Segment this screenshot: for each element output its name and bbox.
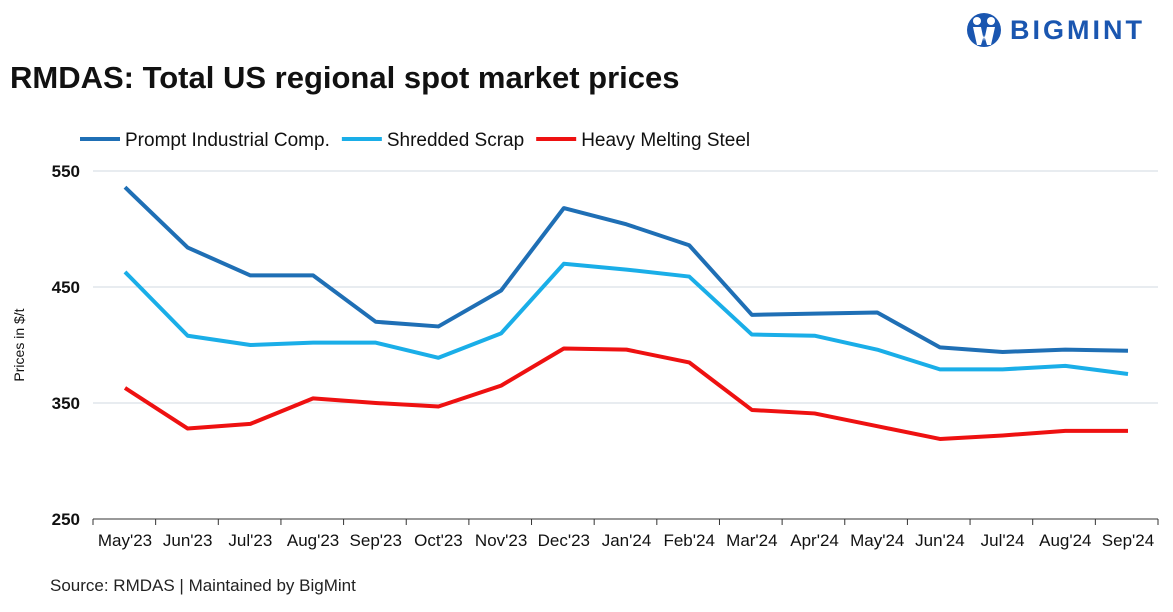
series-line [123, 185, 1129, 354]
x-tick-label: Sep'24 [1102, 531, 1154, 550]
x-tick-label: Jul'23 [228, 531, 272, 550]
series-line [123, 346, 1128, 441]
x-tick-label: May'23 [98, 531, 152, 550]
legend-label: Heavy Melting Steel [581, 130, 750, 151]
x-tick-label: Jan'24 [602, 531, 652, 550]
x-tick-label: Jul'24 [981, 531, 1025, 550]
x-tick-label: Feb'24 [663, 531, 714, 550]
x-tick-label: Nov'23 [475, 531, 527, 550]
logo: BIGMINT [966, 10, 1145, 50]
x-tick-label: Jun'24 [915, 531, 965, 550]
x-tick-label: Jun'23 [163, 531, 213, 550]
x-tick-label: Apr'24 [790, 531, 839, 550]
chart-title: RMDAS: Total US regional spot market pri… [10, 60, 680, 95]
x-tick-label: Aug'24 [1039, 531, 1091, 550]
x-tick-label: Mar'24 [726, 531, 777, 550]
y-axis-label: Prices in $/t [11, 308, 27, 381]
y-tick-label: 250 [52, 510, 80, 529]
y-tick-label: 450 [52, 278, 80, 297]
source-note: Source: RMDAS | Maintained by BigMint [50, 576, 356, 595]
series-line [123, 261, 1129, 376]
x-tick-label: Sep'23 [350, 531, 402, 550]
logo-text: BIGMINT [1010, 14, 1145, 45]
x-tick-label: May'24 [850, 531, 904, 550]
x-tick-label: Dec'23 [538, 531, 590, 550]
bigmint-logo-icon [967, 13, 1001, 47]
y-tick-label: 550 [52, 162, 80, 181]
legend-label: Shredded Scrap [387, 130, 524, 151]
y-tick-label: 350 [52, 394, 80, 413]
x-tick-label: Oct'23 [414, 531, 463, 550]
x-tick-label: Aug'23 [287, 531, 339, 550]
legend-label: Prompt Industrial Comp. [125, 130, 330, 151]
